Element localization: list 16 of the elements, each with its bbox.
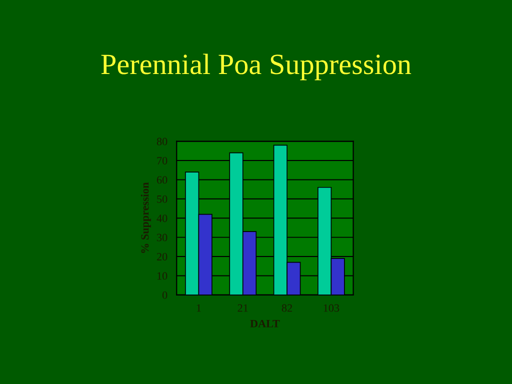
- x-tick-label: 82: [282, 304, 292, 312]
- x-axis-title: DALT: [250, 320, 280, 328]
- y-tick-label: 70: [157, 156, 168, 164]
- x-tick-label: 21: [238, 304, 248, 312]
- y-tick-label: 20: [156, 252, 168, 260]
- y-tick-label: 50: [157, 195, 168, 203]
- y-tick-label: 40: [156, 214, 168, 222]
- x-tick-label: 1: [196, 304, 201, 312]
- y-tick-label: 10: [157, 272, 168, 280]
- y-tick-label: 0: [162, 291, 168, 299]
- y-tick-label: 80: [156, 138, 168, 146]
- y-tick-label: 30: [157, 234, 168, 242]
- x-tick-label: 103: [324, 304, 340, 312]
- y-tick-label: 60: [156, 176, 168, 184]
- chart-title: Perennial Poa Suppression: [101, 54, 412, 80]
- y-axis-title: % Suppression: [140, 182, 151, 253]
